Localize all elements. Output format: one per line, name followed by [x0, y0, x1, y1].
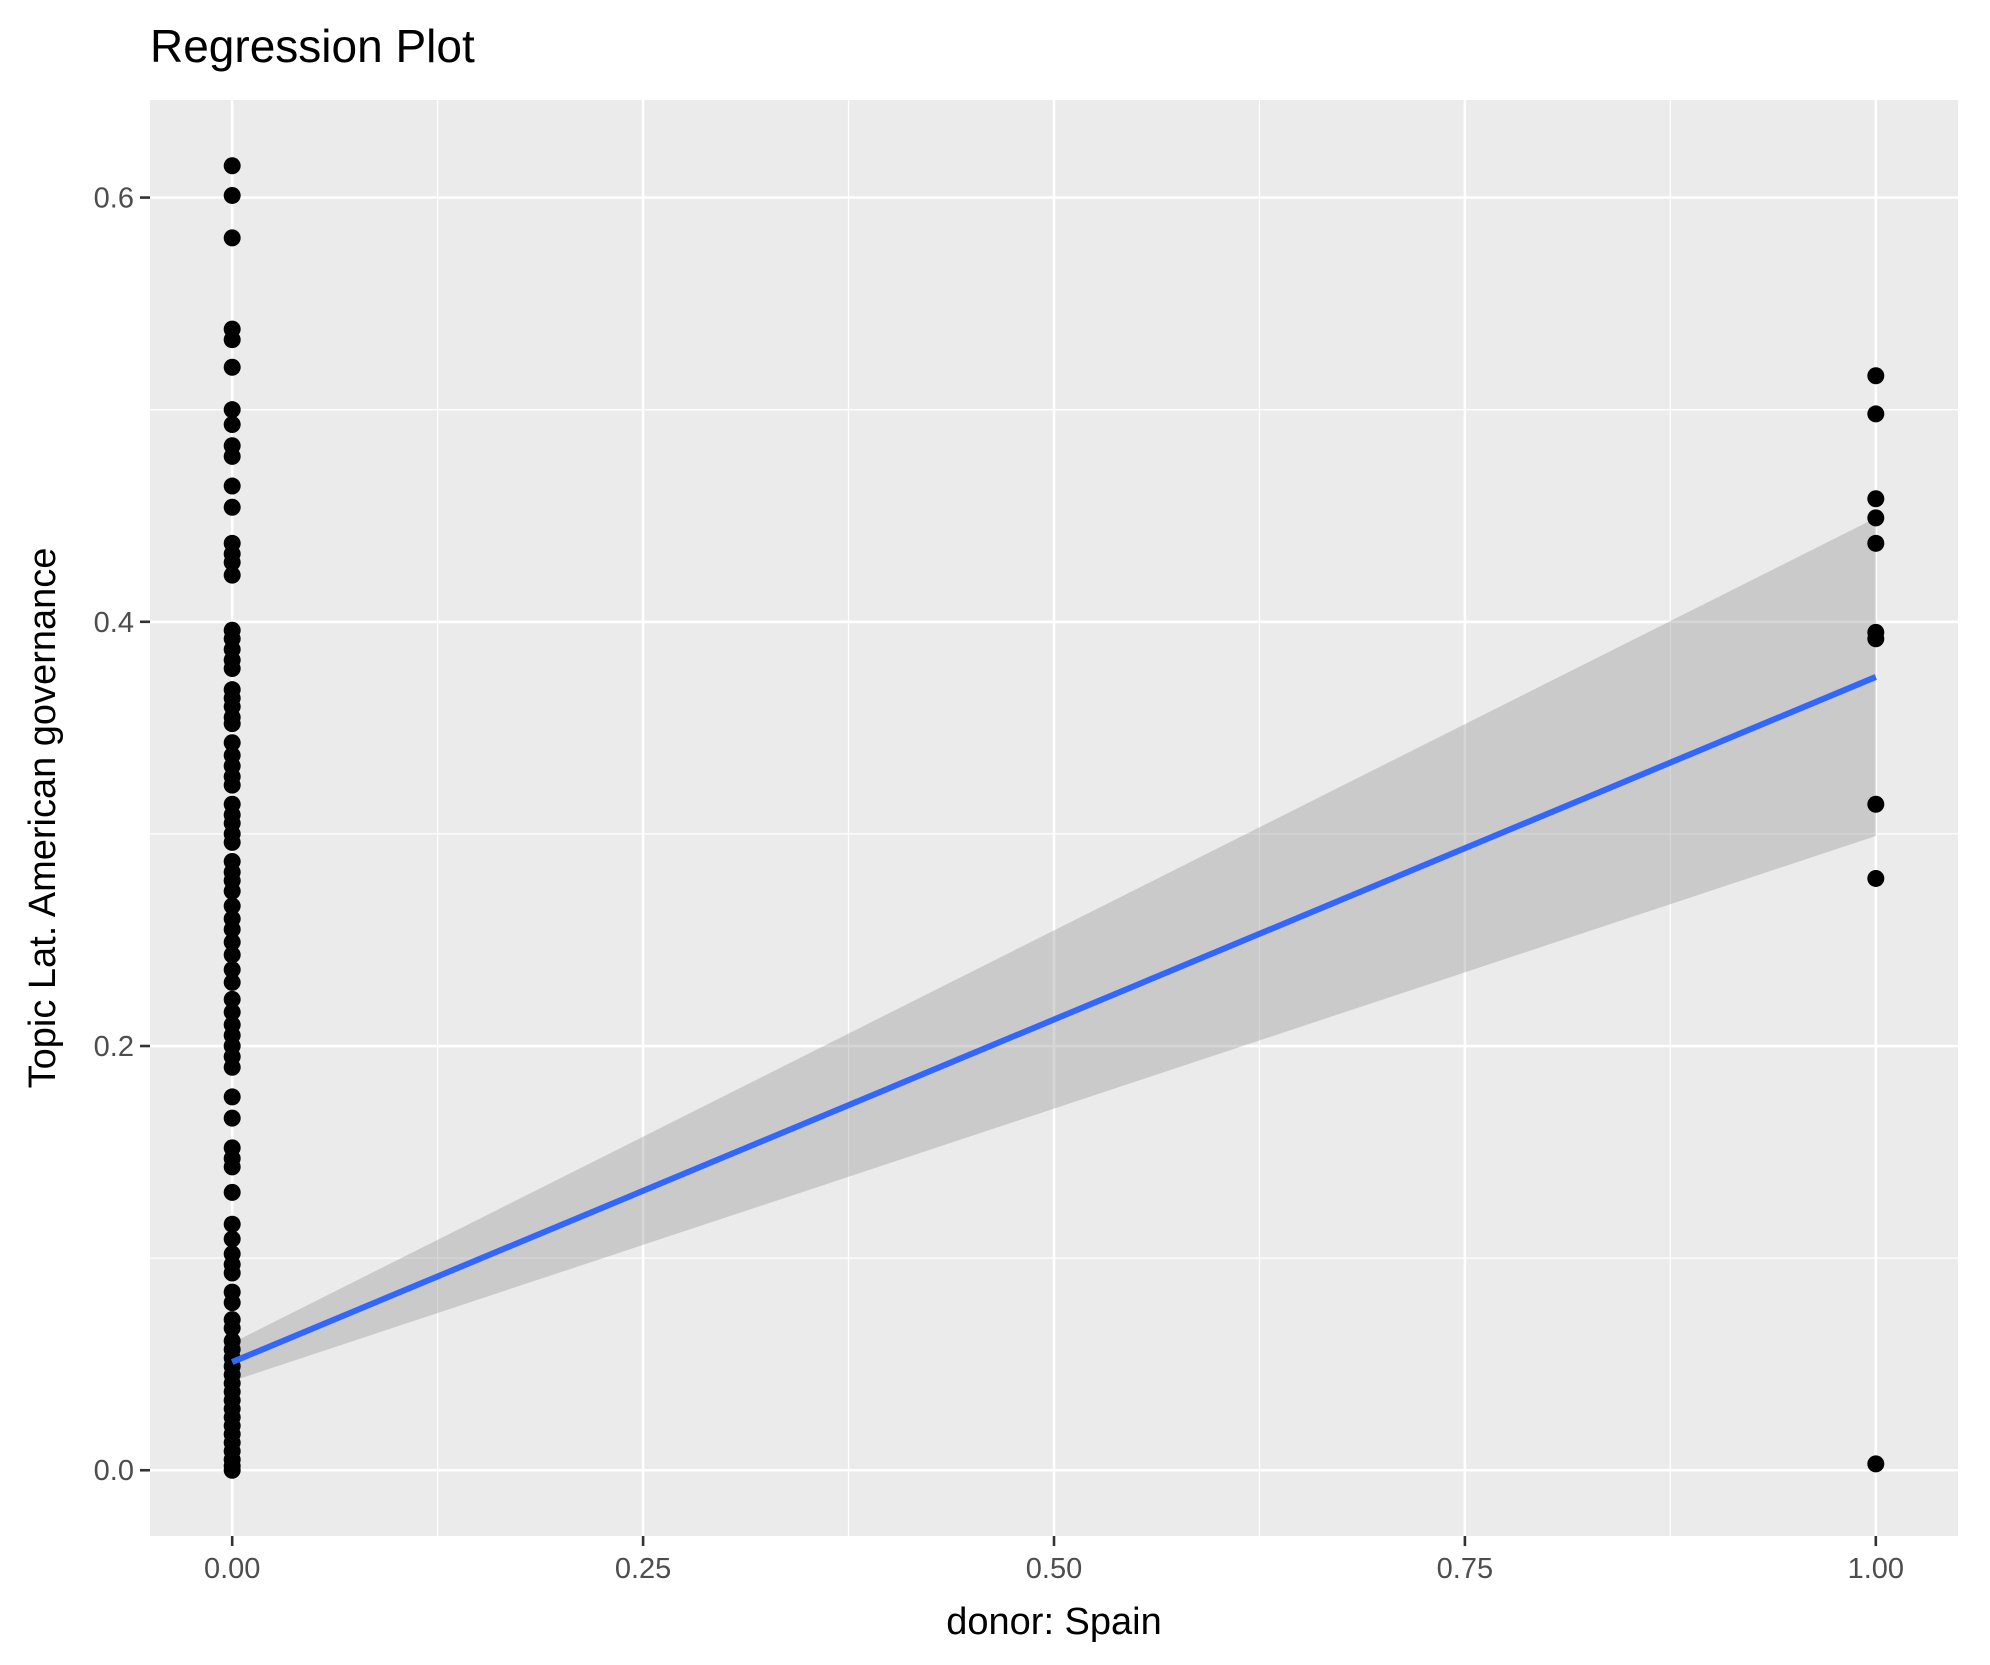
y-tick-label: 0.2 [94, 1031, 134, 1063]
data-point [223, 1058, 241, 1076]
data-point [223, 566, 241, 584]
confidence-band-layer [232, 517, 1876, 1382]
data-point [223, 1264, 241, 1282]
data-point [1867, 490, 1885, 508]
data-point [223, 946, 241, 964]
y-axis: 0.0 0.2 0.4 0.6 [94, 183, 150, 1487]
data-point [1867, 630, 1885, 648]
data-point [223, 659, 241, 677]
data-point [223, 498, 241, 516]
data-point [223, 416, 241, 434]
data-point [223, 920, 241, 938]
data-point [223, 973, 241, 991]
data-point [223, 1215, 241, 1233]
x-tick-label: 0.00 [204, 1553, 260, 1585]
data-point [1867, 795, 1885, 813]
data-point [223, 1158, 241, 1176]
data-point [223, 897, 241, 915]
confidence-band [232, 517, 1876, 1382]
data-point [223, 229, 241, 247]
x-axis-title: donor: Spain [946, 1601, 1162, 1643]
data-point [1867, 405, 1885, 423]
data-point [223, 401, 241, 419]
data-point [223, 553, 241, 571]
regression-line-layer [231, 674, 1877, 1365]
y-axis-title: Topic Lat. American governance [22, 548, 64, 1089]
data-point [223, 933, 241, 951]
data-point [223, 715, 241, 733]
data-point [223, 1003, 241, 1021]
data-point [223, 1319, 241, 1337]
data-point [1867, 869, 1885, 887]
data-point [223, 833, 241, 851]
data-point [223, 990, 241, 1008]
y-tick-label: 0.6 [94, 183, 134, 215]
data-point [223, 331, 241, 349]
data-point [1867, 367, 1885, 385]
chart-title: Regression Plot [150, 20, 475, 72]
data-point [223, 1230, 241, 1248]
data-point [223, 358, 241, 376]
data-point [223, 1294, 241, 1312]
data-point [1867, 509, 1885, 527]
x-tick-label: 1.00 [1848, 1553, 1904, 1585]
data-point [223, 1461, 241, 1479]
data-point [1867, 534, 1885, 552]
data-point [223, 477, 241, 495]
data-point [1867, 1455, 1885, 1473]
data-point [223, 882, 241, 900]
y-tick-label: 0.4 [94, 607, 134, 639]
data-point [223, 776, 241, 794]
data-point [223, 157, 241, 175]
data-point [223, 961, 241, 979]
y-tick-label: 0.0 [94, 1455, 134, 1487]
x-tick-label: 0.50 [1026, 1553, 1082, 1585]
x-axis: 0.00 0.25 0.50 0.75 1.00 [204, 1536, 1904, 1585]
data-point [223, 447, 241, 465]
data-point [223, 1088, 241, 1106]
x-tick-label: 0.25 [615, 1553, 671, 1585]
regression-line [231, 674, 1877, 1365]
x-tick-label: 0.75 [1437, 1553, 1493, 1585]
data-point [223, 1183, 241, 1201]
data-point [223, 1109, 241, 1127]
data-point [223, 734, 241, 752]
data-point [223, 186, 241, 204]
